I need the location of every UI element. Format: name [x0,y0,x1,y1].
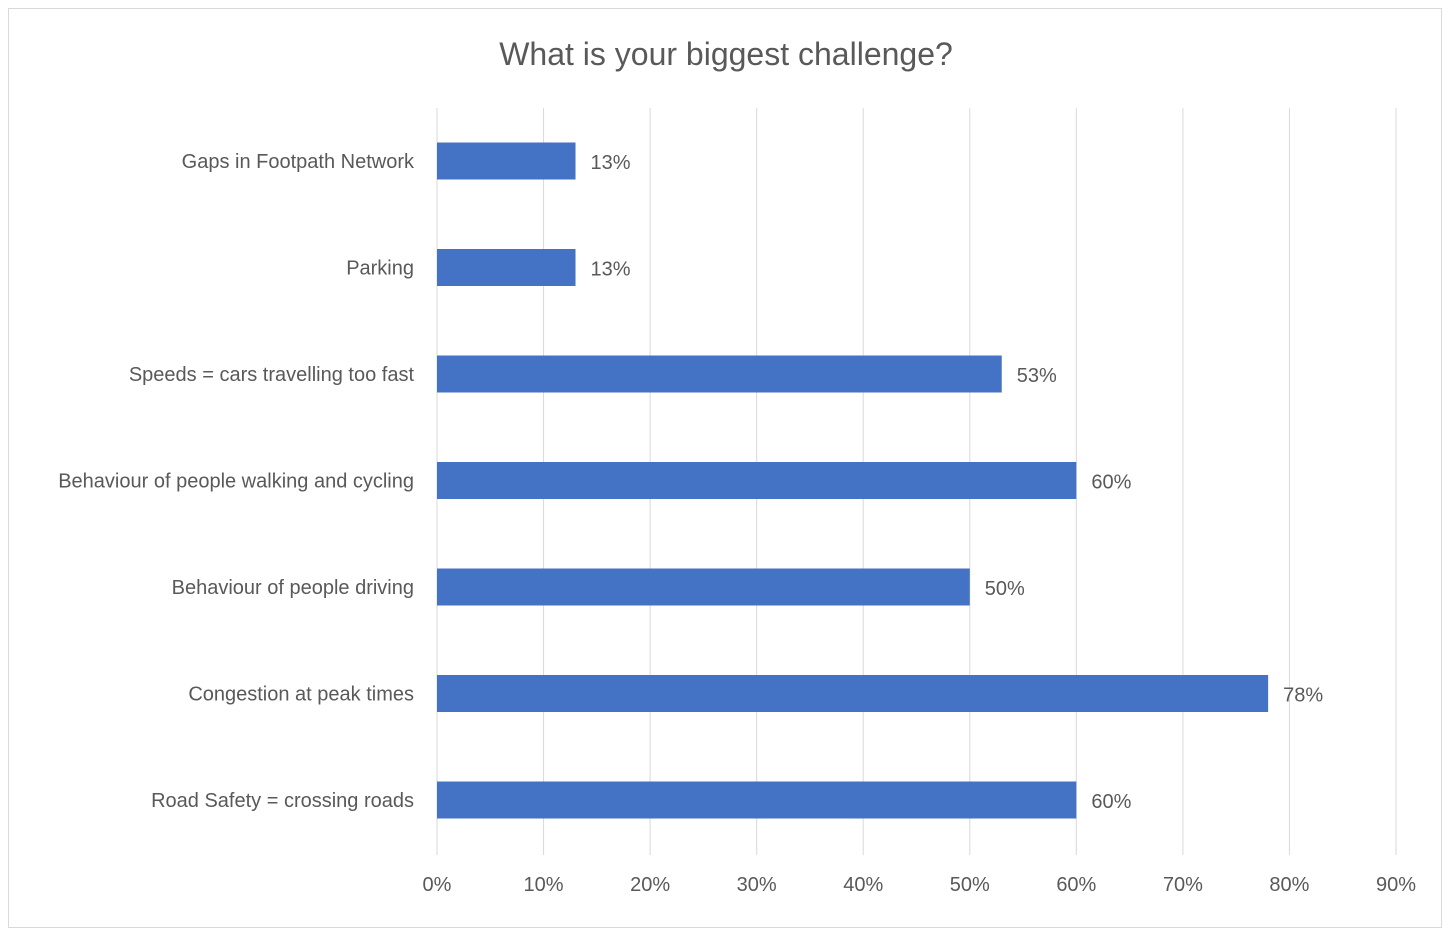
bar [437,568,970,606]
data-labels: 13% 13% 53% 60% 50% 78% 60% [591,152,1324,813]
x-tick-label: 0% [423,874,452,896]
category-label: Behaviour of people driving [172,577,414,599]
category-label: Speeds = cars travelling too fast [129,364,415,386]
data-label: 78% [1283,685,1323,707]
bar [437,781,1077,819]
category-label: Gaps in Footpath Network [182,151,415,173]
bar [437,355,1002,393]
x-tick-label: 10% [524,874,564,896]
category-labels: Gaps in Footpath Network Parking Speeds = … [58,151,415,812]
x-tick-label: 70% [1163,874,1203,896]
bar [437,142,576,180]
data-label: 50% [985,578,1025,600]
data-label: 60% [1091,791,1131,813]
chart-title: What is your biggest challenge? [499,36,953,72]
data-label: 60% [1091,472,1131,494]
category-label: Behaviour of people walking and cycling [58,471,414,493]
category-label: Congestion at peak times [188,684,414,706]
x-tick-label: 90% [1376,874,1416,896]
x-tick-label: 60% [1056,874,1096,896]
x-tick-label: 40% [843,874,883,896]
x-tick-label: 20% [630,874,670,896]
x-tick-label: 80% [1269,874,1309,896]
x-tick-label: 30% [737,874,777,896]
data-label: 53% [1017,365,1057,387]
bars [437,142,1269,819]
category-label: Road Safety = crossing roads [151,790,414,812]
bar-chart: What is your biggest challenge? Gaps in … [58,36,1417,896]
gridlines [436,108,1397,855]
data-label: 13% [591,152,631,174]
data-label: 13% [591,259,631,281]
category-label: Parking [346,258,414,280]
bar [437,675,1269,712]
bar [437,249,576,286]
bar [437,462,1077,499]
x-tick-labels: 0% 10% 20% 30% 40% 50% 60% 70% 80% 90% [423,874,1417,896]
x-tick-label: 50% [950,874,990,896]
